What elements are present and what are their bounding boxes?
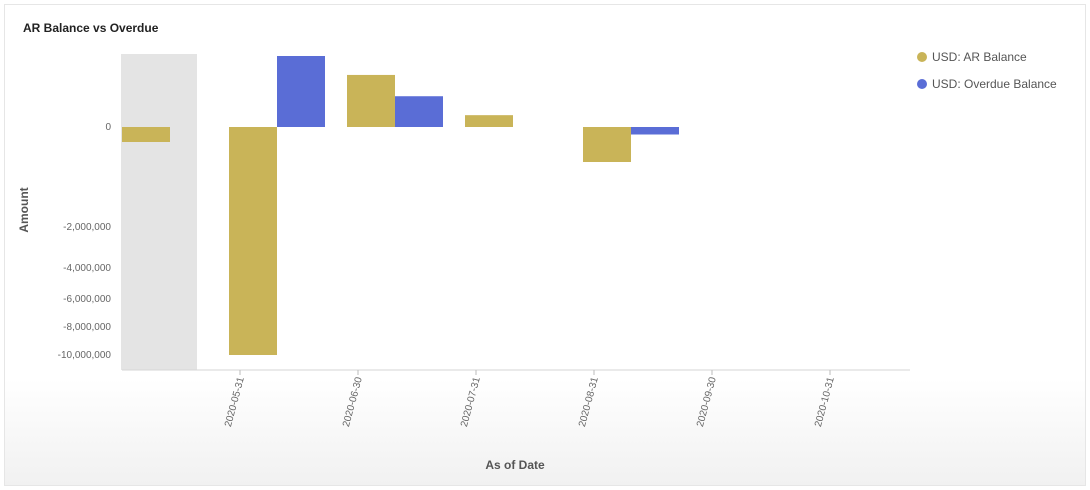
y-ticks-group: 0 -2,000,000 -4,000,000 -6,000,000 -8,000,00… [58,122,112,361]
bars-group [122,56,679,355]
x-tick-label: 2020-05-31 [223,376,247,429]
bar-overdue-balance-2020-05-31[interactable] [277,56,325,127]
x-tick-label: 2020-06-30 [341,376,365,429]
x-tick-label: 2020-10-31 [813,376,837,429]
bar-ar-balance-2020-05-31[interactable] [229,127,277,355]
bar-ar-balance-2020-06-30[interactable] [347,74,395,127]
x-tick-label: 2020-08-31 [577,376,601,429]
legend: USD: AR Balance USD: Overdue Balance [917,50,1057,91]
bar-ar-balance-2020-08-31[interactable] [583,127,631,162]
y-tick-label: -2,000,000 [63,222,111,233]
x-ticks-group: 2020-05-31 2020-06-30 2020-07-31 2020-08-31… [223,370,837,428]
legend-label-overdue-balance[interactable]: USD: Overdue Balance [932,77,1057,91]
legend-swatch-overdue-balance [917,79,927,89]
bar-overdue-balance-2020-08-31[interactable] [631,127,679,135]
bar-ar-balance-2020-04-30[interactable] [122,127,170,142]
y-tick-label: -8,000,000 [63,322,111,333]
y-tick-label: -4,000,000 [63,263,111,274]
x-tick-label: 2020-07-31 [459,376,483,429]
bar-overdue-balance-2020-06-30[interactable] [395,96,443,127]
legend-swatch-ar-balance [917,52,927,62]
y-tick-label: -10,000,000 [58,350,112,361]
bar-ar-balance-2020-07-31[interactable] [465,115,513,127]
highlight-band [121,54,197,370]
x-axis-label: As of Date [485,458,545,472]
x-tick-label: 2020-09-30 [695,376,719,429]
y-tick-label: -6,000,000 [63,294,111,305]
y-tick-label: 0 [105,122,111,133]
chart-title: AR Balance vs Overdue [23,21,159,35]
y-axis-label: Amount [17,187,31,232]
legend-label-ar-balance[interactable]: USD: AR Balance [932,50,1027,64]
